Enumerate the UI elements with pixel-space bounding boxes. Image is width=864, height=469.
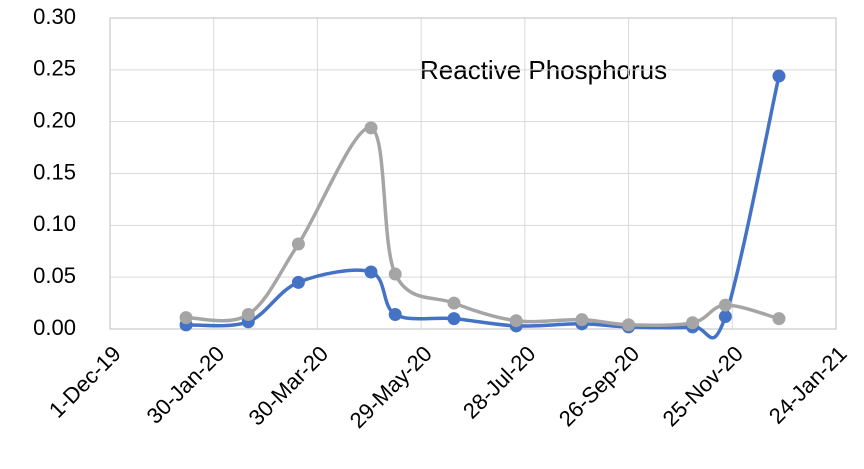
series-line [185, 126, 780, 328]
y-tick-label: 0.30 [33, 4, 76, 29]
point [718, 298, 732, 312]
point [772, 312, 786, 326]
point [364, 265, 378, 279]
point [772, 69, 786, 83]
x-tick-label: 30-Jan-20 [142, 341, 230, 429]
point [509, 314, 523, 328]
y-tick-label: 0.25 [33, 56, 76, 81]
x-tick-label: 26-Sep-20 [554, 341, 644, 431]
point [241, 307, 255, 321]
y-tick-label: 0.15 [33, 159, 76, 184]
point [718, 310, 732, 324]
plot-border [109, 17, 837, 330]
x-tick-label: 25-Nov-20 [658, 341, 748, 431]
point [291, 237, 305, 251]
point [686, 316, 700, 330]
x-tick-label: 24-Jan-21 [764, 341, 852, 429]
point [447, 312, 461, 326]
y-tick-label: 0.10 [33, 211, 76, 236]
point [291, 275, 305, 289]
point [575, 313, 589, 327]
point [622, 318, 636, 332]
series-line [185, 75, 781, 340]
point [179, 311, 193, 325]
point [388, 307, 402, 321]
point [388, 267, 402, 281]
point [364, 121, 378, 135]
x-tick-label: 29-May-20 [345, 341, 437, 433]
x-tick-label: 28-Jul-20 [458, 341, 541, 424]
x-tick-label: 1-Dec-19 [44, 341, 126, 423]
y-tick-label: 0.00 [33, 315, 76, 340]
point [447, 296, 461, 310]
y-tick-label: 0.20 [33, 107, 76, 132]
x-tick-label: 30-Mar-20 [244, 341, 333, 430]
y-tick-label: 0.05 [33, 263, 76, 288]
